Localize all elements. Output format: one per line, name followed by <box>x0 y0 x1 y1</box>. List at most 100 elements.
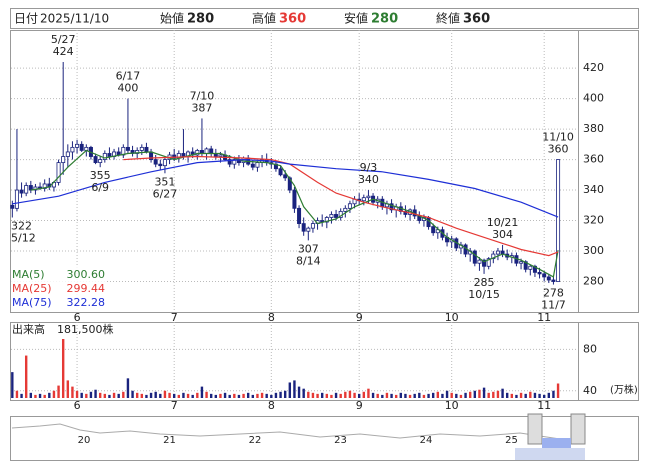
candle-body <box>495 250 500 255</box>
volume-bar <box>108 394 111 398</box>
candle-body <box>93 156 98 164</box>
candle-body <box>195 150 200 156</box>
volume-bar <box>399 392 403 398</box>
volume-bar <box>233 393 236 398</box>
navigator-label: 22 <box>249 435 262 446</box>
volume-bar <box>61 339 65 398</box>
volume-bar <box>320 392 324 398</box>
volume-bar <box>177 394 181 398</box>
annotation-date: 7/10 <box>190 89 215 102</box>
close: 360 <box>463 12 490 27</box>
volume-bar <box>478 389 481 398</box>
candle-body <box>301 223 306 232</box>
candle-body <box>172 154 177 159</box>
volume-bar <box>344 391 347 398</box>
candle-body <box>232 159 237 165</box>
annotation-value: 307 <box>298 242 319 255</box>
candle-body <box>158 163 163 167</box>
y-tick-label: 300 <box>583 244 604 257</box>
volume-bar <box>172 393 176 398</box>
navigator-label: 21 <box>163 435 176 446</box>
volume-bar <box>168 392 171 398</box>
volume-bar <box>529 391 532 398</box>
candle-body <box>135 150 140 154</box>
volume-bar <box>552 390 555 398</box>
volume-bar <box>131 390 134 398</box>
candle-body <box>532 265 537 273</box>
annotation-date: 11/7 <box>541 299 566 312</box>
volume-bar <box>288 382 292 398</box>
open: 280 <box>187 12 214 27</box>
candle-body <box>519 261 524 264</box>
candle-body <box>144 146 149 153</box>
x-tick-label: 7 <box>171 399 178 412</box>
candle-body <box>250 163 255 168</box>
volume-bar <box>228 394 231 398</box>
volume-bar <box>43 394 46 398</box>
x-tick-label: 6 <box>74 311 81 324</box>
volume-bar <box>11 372 14 398</box>
volume-bar <box>353 392 356 398</box>
volume-bar <box>307 391 310 398</box>
volume-bar <box>482 387 486 398</box>
navigator-label: 25 <box>505 435 518 446</box>
legend-name: MA(75) <box>12 296 52 309</box>
ma-line <box>30 149 559 278</box>
volume-bar <box>441 393 444 398</box>
y-tick-label: 380 <box>583 122 604 135</box>
volume-bar <box>334 392 338 398</box>
legend-box <box>11 266 107 310</box>
candle-body <box>528 265 533 270</box>
volume-bar <box>427 393 430 398</box>
volume-bar <box>214 394 218 398</box>
candle-body <box>491 253 496 260</box>
x-tick-label: 8 <box>268 311 275 324</box>
volume-bar <box>200 386 204 398</box>
navigator-handle-right[interactable] <box>570 413 586 445</box>
volume-bar <box>274 392 278 398</box>
volume-bar <box>265 393 268 398</box>
volume-bar <box>251 394 255 398</box>
navigator-line <box>11 423 561 440</box>
volume-bar <box>505 392 509 398</box>
legend-value: 299.44 <box>67 282 106 295</box>
volume-bar <box>394 394 398 398</box>
candle-body <box>546 276 551 281</box>
candle-body <box>542 273 547 278</box>
volume-bar <box>126 378 130 398</box>
volume-bar <box>533 392 537 398</box>
candle-body <box>107 153 112 157</box>
candle-body <box>306 227 311 232</box>
annotation-value: 304 <box>492 228 513 241</box>
legend-name: MA(5) <box>12 268 45 281</box>
volume-title: 出来高 <box>12 322 45 336</box>
volume-bar <box>186 393 190 398</box>
volume-bar <box>501 388 504 398</box>
y-tick-label: 320 <box>583 214 604 227</box>
candle-body <box>366 195 371 199</box>
high: 360 <box>279 12 306 27</box>
candle-body <box>435 229 440 234</box>
volume-bar <box>464 392 467 398</box>
y-tick-label: 40 <box>583 384 597 397</box>
candle-body <box>278 168 283 176</box>
volume-bar <box>311 392 315 398</box>
annotation-date: 10/21 <box>487 216 519 229</box>
annotation-date: 6/27 <box>153 187 178 200</box>
candle-body <box>389 203 394 211</box>
volume-bar <box>330 394 333 398</box>
volume-bar <box>519 392 523 398</box>
candle-body <box>347 203 352 209</box>
candle-body <box>287 177 292 191</box>
volume-bar <box>38 393 42 398</box>
navigator-selection[interactable] <box>542 438 571 448</box>
volume-bar <box>422 394 426 398</box>
candle-body <box>153 159 158 165</box>
volume-bar <box>163 390 167 398</box>
x-tick-label: 11 <box>537 399 551 412</box>
volume-bar <box>20 393 23 398</box>
navigator-window[interactable] <box>515 448 585 460</box>
navigator-handle-left[interactable] <box>527 413 543 445</box>
